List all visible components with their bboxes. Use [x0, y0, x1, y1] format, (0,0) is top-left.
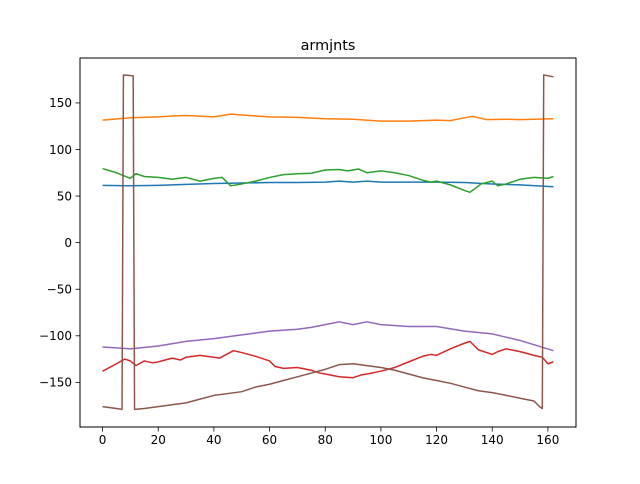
y-tick-label: −150: [39, 376, 72, 390]
series-line-5: [102, 321, 554, 352]
x-tick-label: 100: [369, 433, 392, 447]
series-line-4: [102, 340, 554, 379]
x-tick-label: 160: [536, 433, 559, 447]
series-line-6: [102, 74, 554, 411]
y-tick-label: −50: [47, 283, 72, 297]
x-tick-label: 120: [425, 433, 448, 447]
x-tick-label: 60: [262, 433, 277, 447]
chart-title: armjnts: [301, 38, 356, 54]
series-line-3: [102, 167, 554, 194]
x-tick-label: 40: [206, 433, 221, 447]
plot-series: [102, 74, 554, 411]
series-line-1: [102, 180, 554, 188]
y-tick-label: 100: [49, 143, 72, 157]
x-tick-label: 80: [318, 433, 333, 447]
y-tick-label: 50: [57, 189, 72, 203]
x-tick-label: 140: [481, 433, 504, 447]
series-line-2: [102, 113, 554, 122]
y-tick-label: −100: [39, 329, 72, 343]
y-tick-label: 0: [64, 236, 72, 250]
x-axis: 0 20 40 60 80 100 120 140 160: [99, 427, 559, 447]
y-tick-label: 150: [49, 96, 72, 110]
y-axis: −150 −100 −50 0 50 100 150: [39, 96, 80, 390]
x-tick-label: 0: [99, 433, 107, 447]
x-tick-label: 20: [151, 433, 166, 447]
